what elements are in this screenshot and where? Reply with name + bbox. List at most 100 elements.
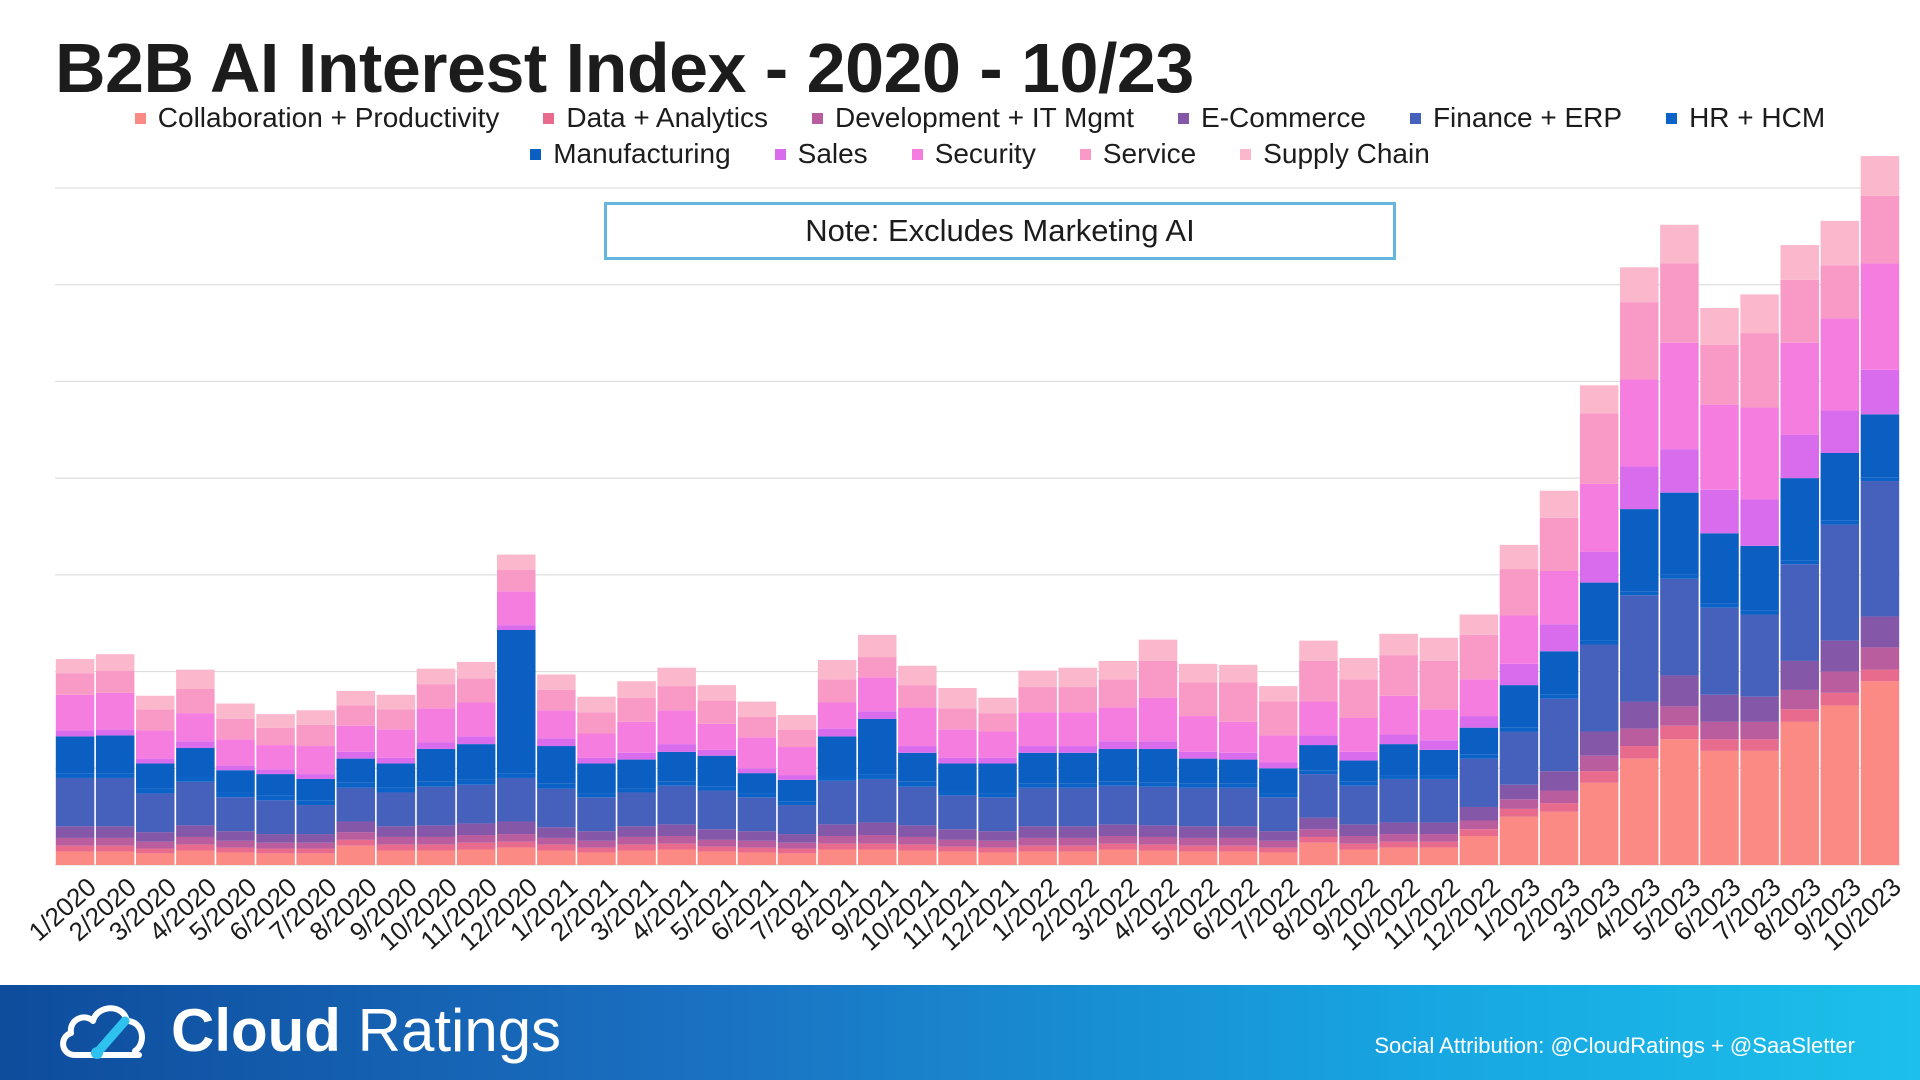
bar-segment xyxy=(1299,829,1338,837)
bar-segment xyxy=(1339,751,1378,761)
bar-segment xyxy=(657,785,696,825)
bar-segment xyxy=(1499,784,1539,800)
bar-segment xyxy=(497,834,536,842)
legend-swatch xyxy=(1079,148,1091,160)
bar-segment xyxy=(376,729,416,758)
bar-segment xyxy=(1459,820,1499,830)
bar-segment xyxy=(1098,785,1138,825)
bar-segment xyxy=(497,847,536,865)
bar-segment xyxy=(1018,783,1057,788)
bar-segment xyxy=(1339,679,1378,718)
bar-segment xyxy=(1218,752,1258,760)
bar-segment xyxy=(1339,843,1378,850)
bar-segment xyxy=(1620,728,1659,747)
bar-segment xyxy=(336,690,376,706)
bar-segment xyxy=(817,835,857,844)
bar-segment xyxy=(456,849,496,865)
bar-segment xyxy=(1499,816,1539,865)
legend-label: Data + Analytics xyxy=(566,102,768,133)
bar-segment xyxy=(456,842,496,850)
bar-segment xyxy=(1138,697,1178,742)
bar-segment xyxy=(1218,826,1258,838)
legend-label: Finance + ERP xyxy=(1432,102,1623,133)
legend-swatch xyxy=(1409,112,1421,124)
bar-segment xyxy=(1860,647,1900,670)
bar-segment xyxy=(1459,829,1499,836)
brand-name-light: Ratings xyxy=(340,996,562,1064)
bar-segment xyxy=(1499,808,1539,817)
bar-segment xyxy=(95,735,135,774)
bar-segment xyxy=(777,775,817,780)
bar-segment xyxy=(617,844,656,851)
bar-segment xyxy=(497,554,536,571)
bar-segment xyxy=(1660,224,1699,264)
bar-segment xyxy=(376,709,416,730)
bar-segment xyxy=(817,849,857,865)
bar-segment xyxy=(1419,749,1458,776)
bar-segment xyxy=(817,824,857,836)
bar-segment xyxy=(737,852,777,865)
bar-segment xyxy=(577,696,616,713)
bar-segment xyxy=(336,845,376,865)
bar-segment xyxy=(1138,782,1178,787)
bar-segment xyxy=(1138,836,1178,845)
bar-segment xyxy=(1860,481,1900,617)
bar-segment xyxy=(1178,826,1218,838)
bar-segment xyxy=(456,779,496,785)
bar-segment xyxy=(1138,660,1178,698)
bar-segment xyxy=(256,848,295,854)
bar-segment xyxy=(1058,667,1098,688)
bar-segment xyxy=(376,792,416,827)
bar-segment xyxy=(1860,681,1900,865)
bar-segment xyxy=(1339,785,1378,825)
bar-segment xyxy=(657,667,696,687)
bar-segment xyxy=(1098,835,1138,844)
bar-segment xyxy=(617,681,656,698)
bar-segment xyxy=(1539,698,1579,772)
bar-segment xyxy=(1620,379,1659,467)
legend-item: Data + Analytics xyxy=(543,102,768,134)
legend-item: Supply Chain xyxy=(1240,138,1430,170)
bar-segment xyxy=(1419,740,1458,750)
bar-segment xyxy=(1058,851,1098,865)
bar-segment xyxy=(1820,410,1860,453)
bar-segment xyxy=(978,852,1017,865)
bar-segment xyxy=(938,708,977,730)
bar-segment xyxy=(817,780,857,825)
legend-swatch xyxy=(134,112,146,124)
bar-segment xyxy=(216,792,255,798)
bar-segment xyxy=(1339,658,1378,680)
bar-segment xyxy=(1259,793,1298,798)
bar-segment xyxy=(577,733,616,758)
bar-segment xyxy=(777,729,817,748)
bar-segment xyxy=(95,692,135,730)
bar-segment xyxy=(938,846,977,852)
bar-segment xyxy=(1660,725,1699,740)
bar-segment xyxy=(577,852,616,865)
bar-segment xyxy=(136,758,175,764)
bar-segment xyxy=(1459,634,1499,680)
bar-segment xyxy=(1579,582,1619,641)
legend-item: HR + HCM xyxy=(1666,102,1825,134)
bar-segment xyxy=(537,827,576,838)
bar-segment xyxy=(256,842,295,849)
legend-swatch xyxy=(543,112,555,124)
bar-segment xyxy=(136,763,175,789)
bar-segment xyxy=(857,711,897,719)
bar-segment xyxy=(1660,449,1699,493)
bar-segment xyxy=(817,728,857,737)
bar-segment xyxy=(456,835,496,843)
bar-segment xyxy=(376,826,416,837)
bar-segment xyxy=(938,829,977,840)
legend-label: Development + IT Mgmt xyxy=(834,102,1135,133)
bar-segment xyxy=(55,736,95,774)
bar-segment xyxy=(617,697,656,722)
bar-segment xyxy=(1138,825,1178,837)
bar-segment xyxy=(1539,490,1579,518)
bar-segment xyxy=(296,778,335,801)
bar-segment xyxy=(537,689,576,711)
bar-segment xyxy=(1820,524,1860,641)
bar-segment xyxy=(1379,778,1418,823)
bar-segment xyxy=(1620,509,1659,592)
bar-segment xyxy=(416,844,456,851)
